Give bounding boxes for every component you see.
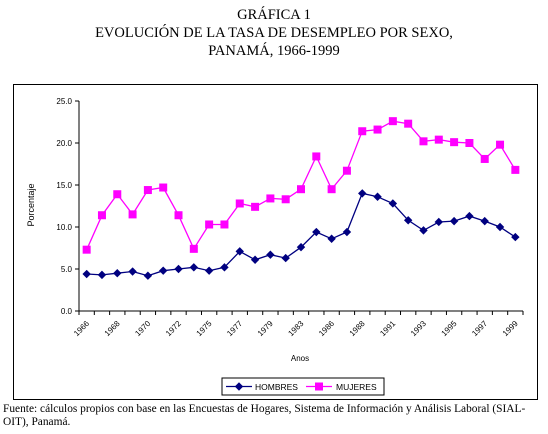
- data-point-mujeres: [373, 125, 382, 134]
- x-tick-label: 1983: [286, 319, 305, 338]
- axes: 0.0 5.0 10.0 15.0 20.0 25.0 1966 1968 1970 1972 19…: [56, 97, 524, 338]
- data-point-mujeres: [128, 210, 137, 219]
- data-point-mujeres: [159, 183, 168, 192]
- data-point-mujeres: [358, 127, 367, 136]
- x-tick-label: 1995: [440, 319, 459, 338]
- y-tick-label: 5.0: [61, 265, 73, 274]
- data-point-hombres: [158, 266, 168, 275]
- data-point-mujeres: [143, 186, 152, 195]
- x-tick-label: 1966: [72, 319, 91, 338]
- y-tick-label: 15.0: [56, 181, 72, 190]
- data-point-mujeres: [496, 140, 505, 149]
- data-point-mujeres: [82, 245, 91, 254]
- chart-title-line2: EVOLUCIÓN DE LA TASA DE DESEMPLEO POR SE…: [95, 25, 453, 41]
- y-tick-label: 0.0: [61, 307, 73, 316]
- data-point-hombres: [511, 232, 520, 242]
- data-point-mujeres: [235, 199, 244, 208]
- x-tick-label: 1975: [195, 319, 214, 338]
- data-point-mujeres: [388, 117, 397, 126]
- source-note: Fuente: cálculos propios con base en las…: [3, 403, 526, 428]
- x-tick-label: 1997: [470, 319, 489, 338]
- x-tick-label: 1986: [317, 319, 336, 338]
- data-point-hombres: [250, 255, 260, 264]
- data-point-hombres: [434, 217, 444, 227]
- chart-frame: [13, 84, 538, 400]
- data-point-mujeres: [434, 135, 443, 144]
- data-point-hombres: [128, 267, 137, 276]
- data-point-mujeres: [281, 195, 290, 204]
- data-point-mujeres: [113, 190, 122, 199]
- legend-marker-hombres: [234, 382, 244, 391]
- series-layer: [82, 117, 520, 280]
- chart-title-line1: GRÁFICA 1: [237, 7, 311, 23]
- data-point-mujeres: [312, 152, 321, 161]
- legend-label-hombres: HOMBRES: [255, 382, 298, 392]
- data-point-hombres: [281, 253, 290, 263]
- data-point-hombres: [97, 270, 107, 280]
- y-tick-label: 25.0: [56, 97, 72, 106]
- x-tick-label: 1970: [133, 319, 152, 338]
- data-point-mujeres: [511, 165, 520, 174]
- legend: HOMBRES MUJERES: [221, 377, 385, 396]
- x-tick-label: 1991: [378, 319, 397, 338]
- data-point-mujeres: [266, 194, 275, 203]
- data-point-mujeres: [327, 185, 336, 194]
- chart-title-block: GRÁFICA 1 EVOLUCIÓN DE LA TASA DE DESEMP…: [0, 6, 548, 60]
- data-point-hombres: [235, 247, 244, 256]
- data-point-hombres: [189, 263, 199, 272]
- data-point-mujeres: [342, 166, 351, 175]
- data-point-hombres: [358, 189, 367, 198]
- data-point-hombres: [220, 263, 229, 272]
- legend-marker-mujeres: [315, 382, 323, 391]
- data-point-hombres: [495, 222, 505, 232]
- data-point-mujeres: [465, 139, 474, 147]
- x-tick-label: 1993: [409, 319, 428, 338]
- x-tick-label: 1979: [256, 319, 275, 338]
- data-point-hombres: [388, 199, 398, 208]
- series-line-hombres: [86, 192, 516, 277]
- y-axis-label: Porcentaje: [26, 183, 36, 226]
- x-axis-label: Anos: [291, 354, 309, 363]
- line-chart: 0.0 5.0 10.0 15.0 20.0 25.0 1966 1968 1970 1972 19…: [26, 97, 524, 396]
- x-tick-label: 1999: [501, 319, 520, 338]
- data-point-hombres: [82, 269, 91, 279]
- legend-label-mujeres: MUJERES: [336, 382, 377, 392]
- data-point-hombres: [113, 268, 122, 278]
- data-point-hombres: [266, 250, 275, 259]
- x-tick-label: 1988: [348, 319, 367, 338]
- data-point-hombres: [449, 216, 459, 226]
- data-point-mujeres: [251, 202, 260, 211]
- data-point-hombres: [342, 227, 352, 237]
- data-point-hombres: [480, 216, 489, 226]
- data-point-hombres: [403, 216, 413, 225]
- data-point-mujeres: [189, 244, 198, 253]
- data-point-hombres: [204, 266, 214, 275]
- data-point-hombres: [373, 192, 382, 201]
- data-point-mujeres: [174, 211, 183, 220]
- data-point-hombres: [419, 226, 428, 235]
- data-point-mujeres: [450, 138, 459, 147]
- data-point-mujeres: [419, 137, 428, 146]
- data-point-mujeres: [205, 220, 214, 229]
- data-point-hombres: [312, 227, 321, 237]
- x-tick-label: 1972: [164, 319, 183, 338]
- data-point-hombres: [174, 264, 183, 274]
- y-tick-label: 20.0: [56, 139, 72, 148]
- data-point-mujeres: [404, 119, 413, 128]
- data-point-mujeres: [220, 220, 229, 229]
- data-point-mujeres: [97, 211, 106, 220]
- legend-box: [221, 377, 385, 396]
- data-point-mujeres: [480, 154, 489, 163]
- data-point-mujeres: [297, 185, 305, 194]
- x-tick-label: 1968: [103, 319, 122, 338]
- data-point-hombres: [296, 242, 306, 252]
- x-tick-label: 1977: [225, 319, 244, 338]
- y-tick-label: 10.0: [56, 223, 72, 232]
- chart-title-line3: PANAMÁ, 1966-1999: [208, 43, 340, 59]
- data-point-hombres: [465, 211, 474, 221]
- data-point-hombres: [143, 271, 153, 280]
- data-point-hombres: [327, 234, 336, 243]
